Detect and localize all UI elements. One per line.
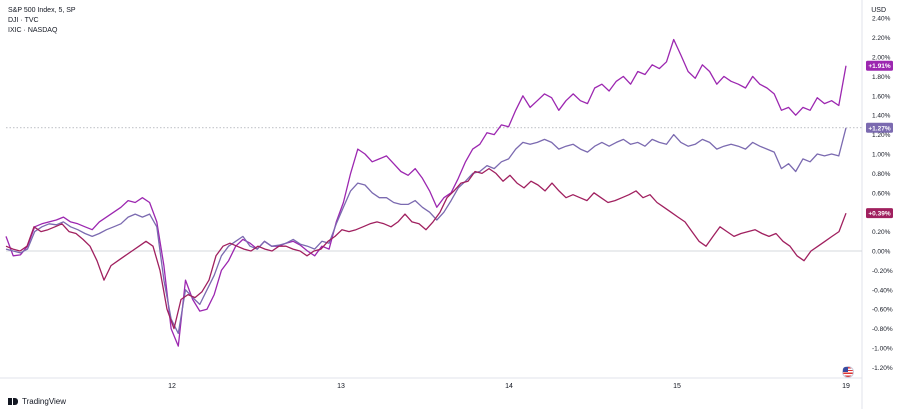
currency-label[interactable]: USD [871,7,886,14]
last-value-badge-0 [866,60,893,71]
y-tick-label: -0.40% [872,287,893,294]
last-value-badge-2 [866,208,893,219]
x-tick-label: 12 [168,383,176,390]
y-tick-label: -0.20% [872,268,893,275]
y-tick-label: -0.60% [872,307,893,314]
y-tick-label: 0.80% [872,171,891,178]
last-value-label-0: +1.91% [868,63,890,70]
y-tick-label: 1.60% [872,93,891,100]
legend-entry-dji[interactable]: DJI · TVC [8,17,39,24]
x-tick-label: 14 [505,383,513,390]
y-tick-label: 2.20% [872,35,891,42]
y-tick-label: 1.00% [872,152,891,159]
legend-entry-spx[interactable]: S&P 500 Index, 5, SP [8,7,76,14]
tradingview-branding[interactable]: TradingView [8,397,66,406]
y-tick-label: 1.20% [872,132,891,139]
y-tick-label: 2.40% [872,16,891,23]
y-tick-label: 1.40% [872,113,891,120]
branding-text: TradingView [22,397,67,406]
us-flag-icon[interactable] [842,366,854,378]
legend: S&P 500 Index, 5, SP DJI · TVC IXIC · NA… [8,6,76,36]
y-tick-label: -1.00% [872,346,893,353]
x-tick-label: 15 [673,383,681,390]
last-value-badge-1 [866,122,893,133]
y-tick-label: 0.00% [872,249,891,256]
y-tick-label: 0.60% [872,190,891,197]
series-line-2 [5,167,847,330]
y-tick-label: -0.80% [872,326,893,333]
series-line-0 [5,38,847,347]
y-tick-label: 0.20% [872,229,891,236]
last-value-label-1: +1.27% [868,125,890,132]
legend-entry-ixic[interactable]: IXIC · NASDAQ [8,27,58,34]
series-line-1 [5,127,847,335]
y-tick-label: 2.00% [872,55,891,62]
x-tick-label: 13 [337,383,345,390]
x-tick-label: 19 [842,383,850,390]
last-value-label-2: +0.39% [868,211,890,218]
y-tick-label: 1.80% [872,74,891,81]
tradingview-logo-icon [8,398,18,405]
y-tick-label: -1.20% [872,365,893,372]
